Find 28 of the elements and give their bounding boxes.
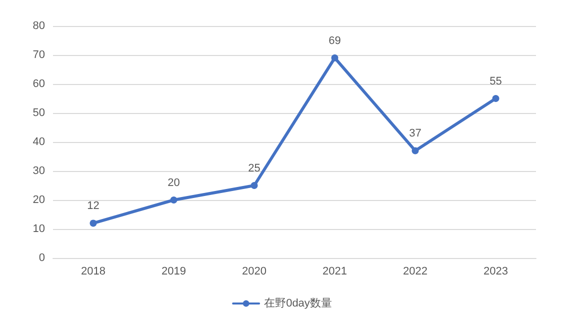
point <box>170 196 178 204</box>
data-label: 12 <box>87 200 100 212</box>
point <box>412 147 419 154</box>
y-tick-label: 50 <box>32 107 45 119</box>
x-tick-label: 2023 <box>484 266 508 278</box>
y-tick-label: 60 <box>32 78 45 90</box>
y-tick-label: 0 <box>38 252 45 264</box>
x-tick-label: 2020 <box>242 266 266 278</box>
y-tick-label: 70 <box>32 49 45 61</box>
y-tick-label: 20 <box>32 194 45 206</box>
data-label: 20 <box>168 177 180 189</box>
y-tick-label: 10 <box>32 223 45 235</box>
data-label: 25 <box>248 162 260 174</box>
x-tick-label: 2022 <box>403 266 428 278</box>
point <box>492 95 500 102</box>
y-tick-label: 30 <box>32 165 45 177</box>
x-tick-label: 2019 <box>162 266 186 278</box>
data-label: 55 <box>490 76 502 88</box>
legend-label: 在野0day数量 <box>264 298 332 310</box>
point <box>90 220 97 227</box>
x-tick-label: 2018 <box>81 266 106 278</box>
data-label: 37 <box>409 128 422 140</box>
y-tick-label: 80 <box>32 20 45 32</box>
y-tick-label: 40 <box>32 136 45 148</box>
x-tick-label: 2021 <box>322 266 347 278</box>
point <box>250 182 258 189</box>
point <box>331 54 338 62</box>
data-label: 69 <box>328 34 341 47</box>
